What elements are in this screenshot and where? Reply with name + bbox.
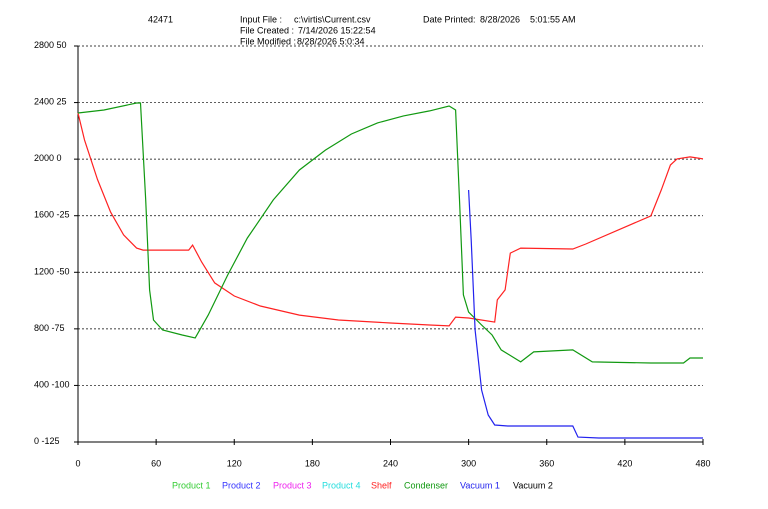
- x-tick-label: 420: [617, 458, 632, 468]
- legend-entry: Condenser: [404, 480, 448, 490]
- series-line: [77, 112, 704, 327]
- y-tick-label: 400 -100: [34, 380, 70, 390]
- y-tick-label: 2800 50: [34, 40, 67, 50]
- created-label: File Created :: [240, 25, 294, 35]
- y-tick-label-value: -100: [52, 380, 70, 390]
- legend-entry: Product 2: [222, 480, 261, 490]
- created: 7/14/2026 15:22:54: [298, 25, 376, 35]
- y-tick-label: 1600 -25: [34, 210, 70, 220]
- y-tick-label: 2000 0: [34, 154, 62, 164]
- file-id: 42471: [148, 14, 173, 24]
- printed-label: Date Printed:: [423, 14, 476, 24]
- y-tick-label-value: 50: [57, 40, 67, 50]
- printed-date: 8/28/2026: [480, 14, 520, 24]
- x-tick-label: 240: [383, 458, 398, 468]
- input-file-label: Input File :: [240, 14, 282, 24]
- y-tick-label: 1200 -50: [34, 267, 70, 277]
- y2-tick-label: 2400: [34, 97, 54, 107]
- y2-tick-label: 0: [34, 436, 39, 446]
- printed-time: 5:01:55 AM: [530, 14, 576, 24]
- series-line: [77, 102, 703, 364]
- legend-entry: Vacuum 1: [460, 480, 500, 490]
- x-tick-label: 180: [305, 458, 320, 468]
- y2-tick-label: 400: [34, 380, 49, 390]
- y2-tick-label: 1200: [34, 267, 54, 277]
- x-tick-label: 300: [461, 458, 476, 468]
- x-tick-label: 0: [75, 458, 80, 468]
- legend-entry: Product 1: [172, 480, 211, 490]
- x-tick-label: 120: [227, 458, 242, 468]
- y-tick-label: 0 -125: [34, 436, 60, 446]
- y2-tick-label: 1600: [34, 210, 54, 220]
- legend-entry: Product 4: [322, 480, 361, 490]
- legend-entry: Product 3: [273, 480, 312, 490]
- x-tick-label: 60: [151, 458, 161, 468]
- x-tick-label: 360: [539, 458, 554, 468]
- y-tick-label-value: -50: [57, 267, 70, 277]
- modified: 8/28/2026 5:0:34: [297, 36, 365, 46]
- x-tick-label: 480: [695, 458, 710, 468]
- y-tick-label-value: -75: [52, 323, 65, 333]
- y2-tick-label: 800: [34, 323, 49, 333]
- input-file: c:\virtis\Current.csv: [294, 14, 371, 24]
- legend-entry: Shelf: [371, 480, 392, 490]
- y-tick-label-value: -125: [42, 436, 60, 446]
- y-tick-label: 800 -75: [34, 323, 65, 333]
- y-tick-label-value: 25: [57, 97, 67, 107]
- y2-tick-label: 2000: [34, 154, 54, 164]
- y2-tick-label: 2800: [34, 40, 54, 50]
- modified-label: File Modified :: [240, 36, 296, 46]
- series-line: [468, 189, 703, 439]
- y-tick-label-value: 0: [57, 154, 62, 164]
- y-tick-label: 2400 25: [34, 97, 67, 107]
- legend-entry: Vacuum 2: [513, 480, 553, 490]
- y-tick-label-value: -25: [57, 210, 70, 220]
